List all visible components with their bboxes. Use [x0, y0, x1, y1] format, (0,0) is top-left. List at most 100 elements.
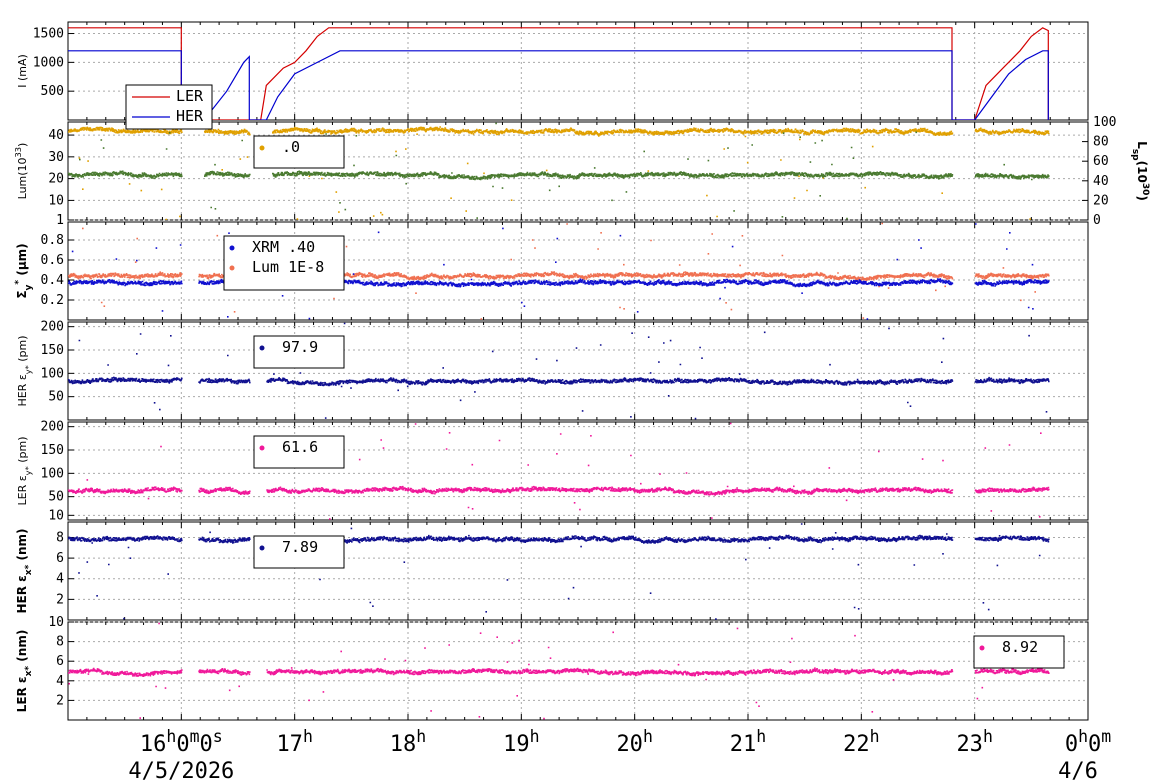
y-tick-label: 8: [56, 635, 64, 650]
panel-frame: [67, 121, 1089, 221]
legend-label: .0: [282, 138, 300, 156]
x-tick-label: 22h: [843, 727, 879, 758]
y-tick-label: 2: [56, 693, 64, 708]
y-axis-label: Σy* (μm): [14, 243, 34, 298]
y-tick-label: 4: [56, 572, 64, 587]
y-tick-label: 10: [48, 193, 64, 208]
x-tick-label: 16h0m0s: [140, 727, 223, 758]
legend-her-emit-y: 97.9: [253, 335, 345, 369]
legend-marker: [259, 145, 265, 151]
y2-tick-label: 40: [1093, 174, 1109, 189]
legend-label: 61.6: [282, 438, 318, 456]
legend-current: LER HER: [125, 84, 213, 130]
legend-label: HER: [176, 107, 204, 125]
y-tick-label: 4: [56, 674, 64, 689]
panel-current: 500 1000 1500 I (mA): [16, 21, 1089, 121]
y-tick-label: 0.8: [41, 233, 64, 248]
y-axis-label: Lum(1033): [13, 143, 29, 200]
y-tick-label: 2: [56, 592, 64, 607]
y-tick-label: 100: [41, 466, 64, 481]
y-axis-label: LER εy* (pm): [16, 437, 33, 506]
y-tick-label: 20: [48, 172, 64, 187]
legend-label: LER: [176, 87, 204, 105]
legend-box: [125, 84, 213, 130]
y-axis-label: HER εy* (pm): [16, 335, 33, 406]
panel-frame: [67, 421, 1089, 521]
panel-her_emit_x: 2 4 6 8 HER εx* (nm): [15, 521, 1089, 621]
legend-label: 8.92: [1002, 638, 1038, 656]
y-tick-label: 1500: [33, 27, 64, 42]
y-tick-label: 200: [41, 320, 64, 335]
y-tick-label: 6: [56, 654, 64, 669]
plot-area: [68, 27, 1049, 120]
x-tick-label: 18h: [390, 727, 426, 758]
y-tick-label: 0.6: [41, 253, 64, 268]
legend-ler-emit-x: 8.92: [973, 635, 1065, 669]
panel-her_emit_y: 50 100 150 200 HER εy* (pm): [16, 320, 1089, 421]
legend-marker: [229, 265, 235, 271]
y-tick-label: 1000: [33, 55, 64, 70]
panel-luminosity: 1 10 20 30 40 Lum(1033) 0 20 40 60 80 100 Lsp(1030): [13, 115, 1150, 228]
legend-marker: [229, 245, 235, 251]
series-line-ler: [68, 27, 1049, 120]
y2-tick-label: 100: [1093, 115, 1116, 130]
legend-marker: [259, 545, 265, 551]
y-tick-label: 500: [41, 84, 64, 99]
panel-ler_emit_y: 10 50 100 150 200 LER εy* (pm): [16, 420, 1089, 523]
legend-ler-emit-y: 61.6: [253, 435, 345, 469]
y-tick-label: 50: [48, 390, 64, 405]
series-line-her: [68, 50, 1049, 120]
y-tick-label: 30: [48, 150, 64, 165]
legend-label: XRM .40: [252, 238, 315, 256]
y-tick-label: 10: [48, 615, 64, 630]
y2-tick-label: 60: [1093, 154, 1109, 169]
y-tick-label: 6: [56, 551, 64, 566]
y-tick-label: 0.4: [41, 273, 65, 288]
x-tick-label: 19h: [503, 727, 539, 758]
legend-box: [253, 435, 345, 469]
legend-sigma: XRM .40 Lum 1E-8: [223, 235, 345, 291]
legend-label: 97.9: [282, 338, 318, 356]
y-tick-label: 8: [56, 530, 64, 545]
panel-frame: [67, 221, 1089, 321]
date-left: 4/5/2026: [128, 759, 234, 782]
legend-box: [253, 135, 345, 169]
x-tick-label: 17h: [276, 727, 312, 758]
legend-marker: [259, 445, 265, 451]
legend-box: [253, 535, 345, 569]
y-tick-label: 1: [56, 213, 64, 228]
legend-marker: [259, 345, 265, 351]
y-tick-label: 200: [41, 420, 64, 435]
panel-frame: [67, 21, 1089, 121]
panel-sigma: 0.2 0.4 0.6 0.8 Σy* (μm): [14, 221, 1089, 321]
legend-box: [973, 635, 1065, 669]
plot-area: [68, 622, 1050, 720]
y2-axis-label: Lsp(1030): [1130, 141, 1150, 201]
y-tick-label: 10: [48, 508, 64, 523]
legend-marker: [979, 645, 985, 651]
legend-box: [223, 235, 345, 291]
y-axis-label: I (mA): [16, 54, 29, 88]
legend-box: [253, 335, 345, 369]
y2-tick-label: 0: [1093, 213, 1101, 228]
y-axis-label: HER εx* (nm): [15, 528, 34, 613]
y-tick-label: 40: [48, 128, 64, 143]
y2-tick-label: 20: [1093, 193, 1109, 208]
series-points-0: [68, 622, 1050, 720]
x-tick-label: 21h: [730, 727, 766, 758]
y-tick-label: 150: [41, 443, 64, 458]
x-tick-label: 0h0m: [1065, 727, 1111, 758]
y-tick-label: 0.2: [41, 293, 64, 308]
legend-label: Lum 1E-8: [252, 258, 324, 276]
legend-label: 7.89: [282, 538, 318, 556]
y2-tick-label: 80: [1093, 135, 1109, 150]
x-tick-label: 20h: [616, 727, 652, 758]
x-tick-label: 23h: [956, 727, 992, 758]
x-axis: 16h0m0s 17h 18h 19h 20h 21h 22h 23h 0h0m 4/5/2026…: [128, 727, 1111, 782]
panel-ler_emit_x: 2 4 6 8 10 LER εx* (nm): [15, 615, 1089, 721]
y-tick-label: 50: [48, 490, 64, 505]
y-tick-label: 100: [41, 366, 64, 381]
y-axis-label: LER εx* (nm): [15, 630, 34, 713]
legend-her-emit-x: 7.89: [253, 535, 345, 569]
